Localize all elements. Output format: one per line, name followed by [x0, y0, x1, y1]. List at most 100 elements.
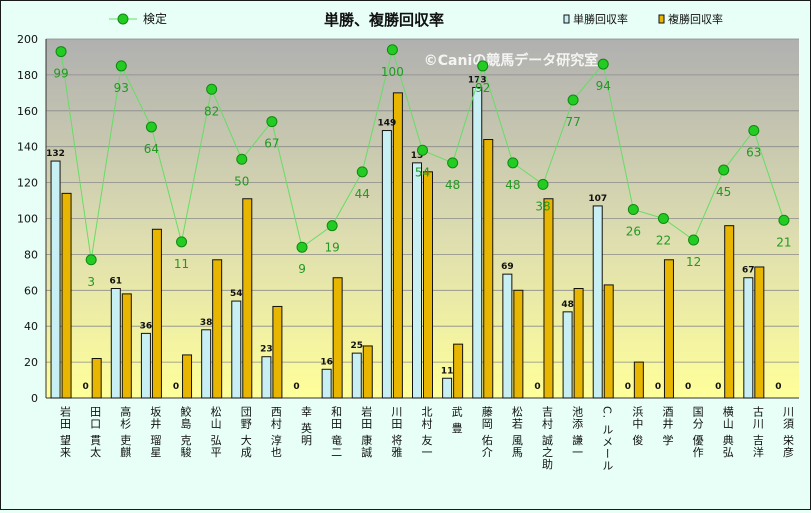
test-value-label: 100	[381, 65, 404, 79]
test-value-label: 63	[746, 146, 761, 160]
x-tick-label: 和田 竜二	[330, 406, 343, 459]
win-value-label: 48	[561, 300, 574, 310]
y-tick-label: 40	[24, 320, 38, 333]
win-value-label: 0	[715, 382, 721, 392]
test-value-label: 19	[324, 241, 339, 255]
test-marker	[447, 157, 459, 169]
y-tick-label: 0	[31, 392, 38, 405]
legend-label: 複勝回収率	[668, 12, 723, 26]
x-tick-label: 鮫島 克駿	[179, 405, 192, 459]
win-value-label: 107	[588, 194, 607, 204]
test-marker	[477, 60, 489, 72]
win-value-label: 23	[260, 345, 273, 355]
y-tick-label: 160	[17, 105, 38, 118]
win-bar	[743, 277, 754, 399]
test-marker	[748, 125, 760, 137]
y-tick-label: 140	[17, 141, 38, 154]
place-bar	[362, 345, 373, 399]
win-bar	[201, 329, 212, 399]
x-tick-label: 田口 貫太	[89, 406, 102, 459]
test-value-label: 99	[53, 67, 68, 81]
test-marker	[206, 83, 218, 95]
test-marker	[417, 144, 428, 156]
test-marker	[115, 60, 127, 72]
place-bar	[483, 139, 494, 399]
test-value-label: 54	[415, 165, 430, 179]
legend-marker	[117, 13, 129, 25]
place-bar	[633, 361, 644, 399]
win-bar	[562, 311, 573, 399]
x-tick-label: 松山 弘平	[209, 405, 222, 459]
test-marker	[567, 94, 579, 106]
x-tick-label: 坂井 瑠星	[149, 406, 162, 459]
test-value-label: 82	[204, 104, 219, 118]
place-bar	[724, 225, 735, 399]
place-bar	[91, 358, 102, 399]
place-bar	[121, 293, 132, 399]
test-marker	[718, 164, 730, 176]
test-value-label: 64	[144, 142, 159, 156]
win-bar	[231, 300, 242, 399]
legend-swatch	[563, 14, 570, 24]
win-value-label: 0	[83, 382, 89, 392]
test-marker	[176, 236, 188, 248]
test-value-label: 22	[656, 234, 671, 248]
place-bar	[453, 343, 464, 399]
win-value-label: 149	[377, 119, 396, 129]
win-value-label: 132	[46, 149, 65, 159]
win-bar	[381, 130, 392, 399]
win-bar	[110, 288, 121, 399]
test-marker	[266, 116, 278, 128]
win-bar	[442, 377, 453, 399]
win-value-label: 173	[468, 75, 487, 85]
place-bar	[242, 198, 253, 399]
win-value-label: 25	[350, 341, 363, 351]
win-value-label: 0	[625, 382, 631, 392]
test-marker	[537, 178, 549, 190]
y-tick-label: 120	[17, 177, 38, 190]
test-marker	[507, 157, 519, 169]
test-value-label: 93	[114, 81, 129, 95]
x-tick-label: 松若 風馬	[510, 405, 523, 459]
win-bar	[140, 332, 151, 399]
win-value-label: 36	[140, 321, 153, 331]
test-value-label: 21	[776, 235, 791, 249]
place-bar	[543, 198, 554, 399]
win-bar	[592, 205, 603, 399]
win-value-label: 0	[534, 382, 540, 392]
watermark: ©Caniの競馬データ研究室	[424, 52, 599, 69]
place-bar	[573, 288, 584, 399]
test-value-label: 48	[445, 178, 460, 192]
test-value-label: 26	[626, 225, 641, 239]
win-value-label: 0	[173, 382, 179, 392]
win-value-label: 38	[200, 318, 213, 328]
test-value-label: 77	[565, 115, 580, 129]
win-bar	[412, 162, 422, 399]
test-value-label: 48	[505, 178, 520, 192]
place-bar	[513, 289, 524, 399]
test-value-label: 67	[264, 137, 279, 151]
win-value-label: 0	[293, 382, 299, 392]
test-value-label: 12	[686, 255, 701, 269]
y-tick-label: 60	[24, 284, 38, 297]
x-tick-label: 西村 淳也	[269, 406, 282, 459]
x-tick-label: 古川 吉洋	[751, 406, 764, 459]
legend-label: 検定	[143, 11, 167, 26]
place-bar	[332, 277, 343, 399]
place-bar	[212, 259, 223, 399]
x-tick-label: 吉村 誠之助	[540, 406, 553, 471]
win-value-label: 54	[230, 289, 243, 299]
place-bar	[61, 192, 72, 399]
test-marker	[356, 166, 368, 178]
test-value-label: 50	[234, 174, 249, 188]
test-value-label: 92	[475, 81, 490, 95]
win-bar	[502, 273, 513, 399]
y-tick-label: 80	[24, 248, 38, 261]
win-bar	[472, 86, 483, 399]
win-value-label: 13	[411, 151, 424, 161]
test-marker	[688, 234, 700, 246]
test-marker	[55, 46, 67, 58]
test-marker	[326, 220, 338, 232]
place-bar	[182, 354, 193, 399]
x-tick-label: 武 豊	[450, 406, 463, 435]
